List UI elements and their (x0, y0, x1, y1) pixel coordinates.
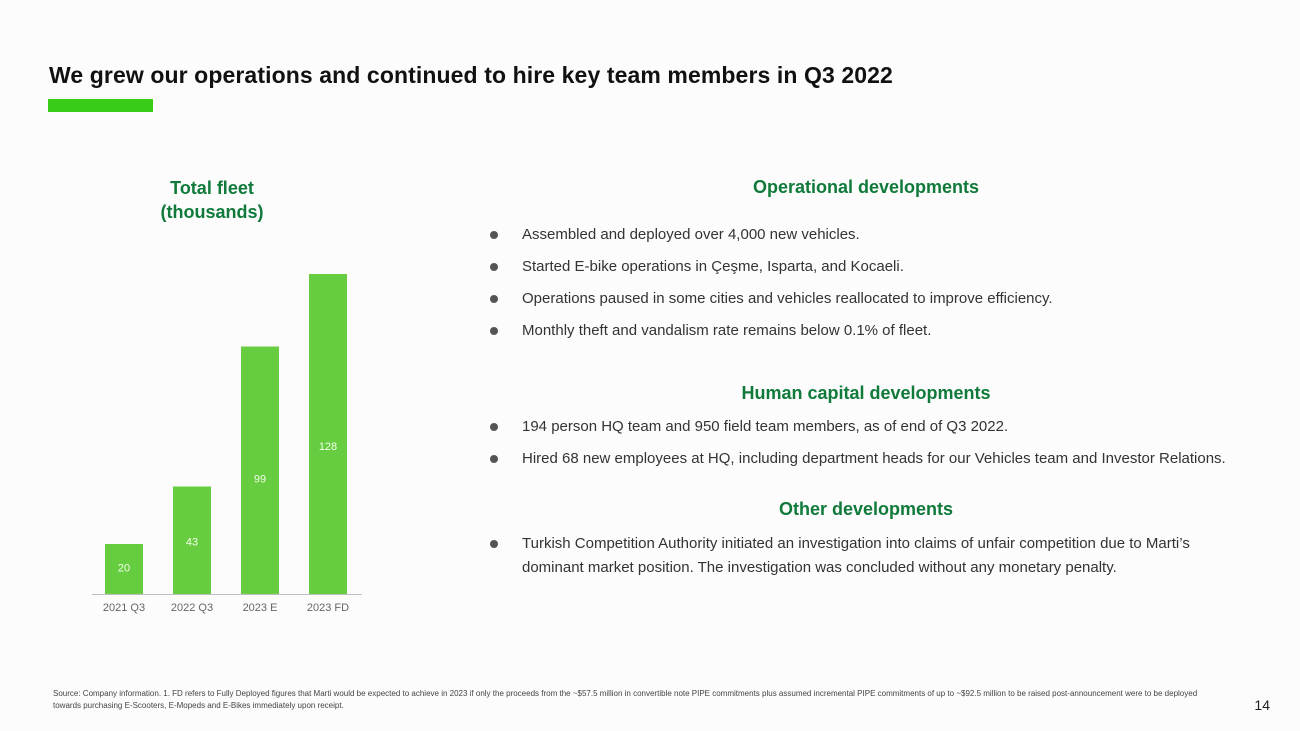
list-item: Monthly theft and vandalism rate remains… (490, 319, 1280, 343)
bar-value-label: 99 (254, 474, 266, 486)
bullet-icon (490, 423, 498, 431)
section-title-other: Other developments (778, 499, 954, 519)
list-item: Started E-bike operations in Çeşme, Ispa… (490, 255, 1280, 279)
list-item: Turkish Competition Authority initiated … (490, 532, 1250, 580)
bar-2023-fd (309, 274, 347, 594)
chart-title-line-1: Total fleet (170, 178, 254, 198)
chart-title: Total fleet (thousands) (110, 176, 314, 224)
operational-bullets: Assembled and deployed over 4,000 new ve… (490, 223, 1280, 343)
other-bullets: Turkish Competition Authority initiated … (490, 532, 1250, 580)
title-accent-bar (48, 99, 153, 112)
section-title-operational: Operational developments (752, 177, 980, 197)
list-item: 194 person HQ team and 950 field team me… (490, 415, 1280, 439)
chart-title-line-2: (thousands) (160, 202, 264, 222)
bar-2021-q3 (105, 544, 143, 594)
bar-value-label: 20 (118, 563, 130, 575)
page-title: We grew our operations and continued to … (49, 62, 893, 88)
bar-value-label: 43 (186, 537, 198, 549)
bar-2022-q3 (173, 486, 211, 594)
fleet-bar-chart: 20 2021 Q3 43 2022 Q3 99 2023 E 128 2023 FD (92, 274, 362, 614)
bullet-icon (490, 295, 498, 303)
x-tick-label: 2022 Q3 (171, 602, 213, 614)
footnote: Source: Company information. 1. FD refer… (53, 689, 1198, 710)
section-title-human-capital: Human capital developments (741, 383, 991, 403)
x-tick-label: 2023 FD (307, 602, 349, 614)
bullet-icon (490, 540, 498, 548)
bullet-icon (490, 263, 498, 271)
list-item: Operations paused in some cities and veh… (490, 287, 1280, 311)
x-tick-label: 2023 E (243, 602, 278, 614)
x-tick-label: 2021 Q3 (103, 602, 145, 614)
bullet-icon (490, 327, 498, 335)
bar-2023-e (241, 346, 279, 594)
human-capital-bullets: 194 person HQ team and 950 field team me… (490, 415, 1280, 471)
bullet-icon (490, 455, 498, 463)
list-item: Assembled and deployed over 4,000 new ve… (490, 223, 1280, 247)
page-number: 14 (1254, 697, 1270, 713)
list-item: Hired 68 new employees at HQ, including … (490, 447, 1280, 471)
bar-value-label: 128 (319, 441, 337, 453)
bullet-icon (490, 231, 498, 239)
